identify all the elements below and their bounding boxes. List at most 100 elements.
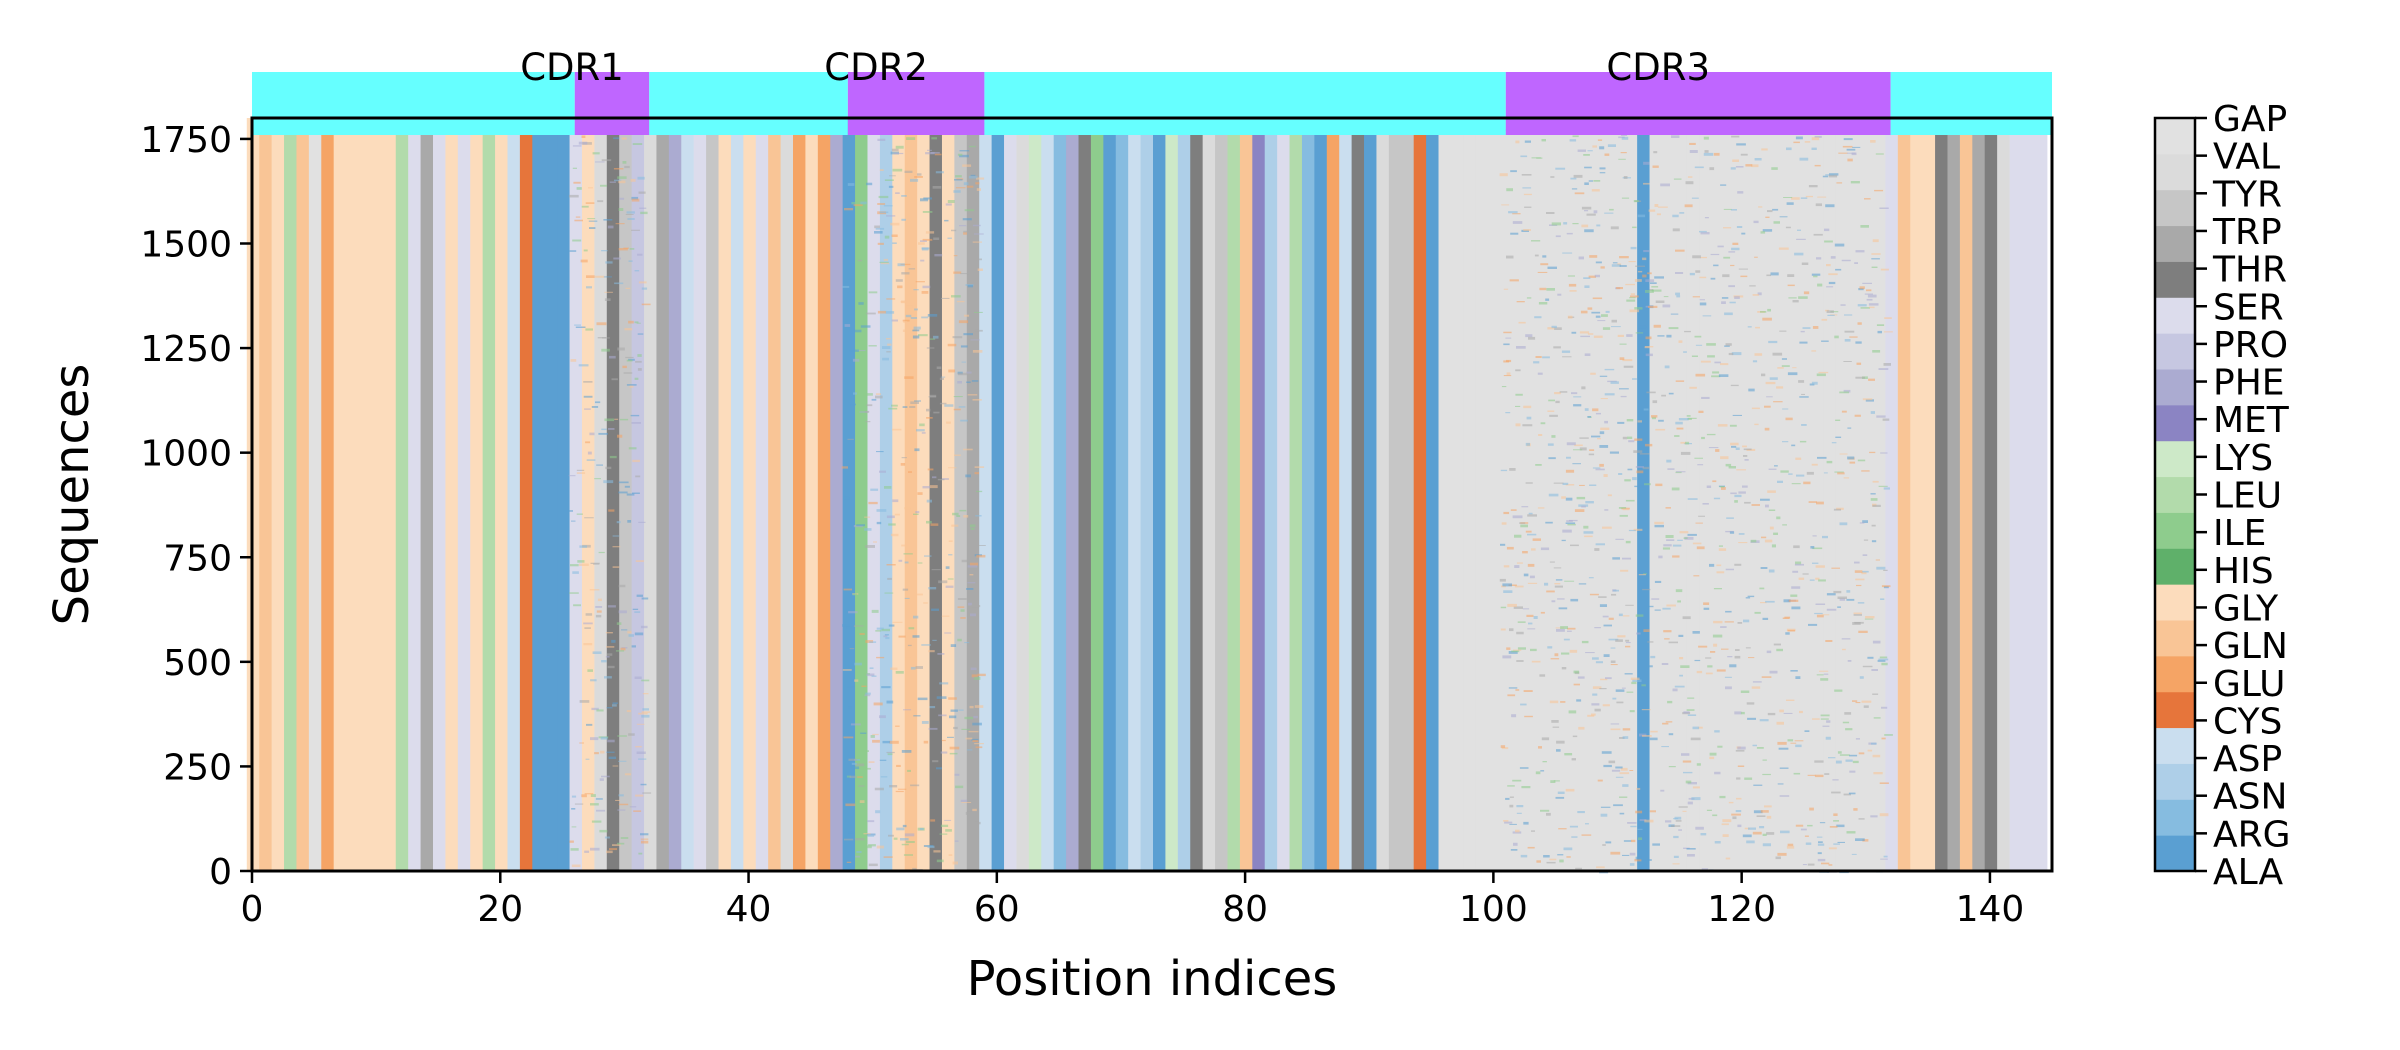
heatmap-column: [1004, 118, 1017, 871]
variation-speckle: [1817, 674, 1824, 675]
variation-speckle: [1762, 318, 1772, 321]
variation-speckle: [1512, 780, 1521, 782]
variation-speckle: [1585, 408, 1589, 411]
variation-speckle: [601, 250, 608, 251]
variation-speckle: [1828, 273, 1837, 275]
variation-speckle: [1650, 810, 1656, 812]
variation-speckle: [966, 588, 973, 590]
variation-speckle: [1510, 170, 1517, 172]
variation-speckle: [888, 753, 893, 755]
variation-speckle: [1687, 709, 1695, 711]
variation-speckle: [582, 136, 586, 139]
variation-speckle: [1738, 622, 1743, 624]
variation-speckle: [571, 848, 579, 851]
variation-speckle: [1814, 760, 1823, 762]
variation-speckle: [924, 555, 932, 556]
variation-speckle: [861, 325, 871, 327]
variation-speckle: [1671, 314, 1679, 315]
variation-speckle: [1801, 424, 1807, 426]
variation-speckle: [1589, 454, 1594, 456]
variation-speckle: [1812, 148, 1817, 150]
variation-speckle: [1813, 326, 1819, 329]
variation-speckle: [904, 507, 910, 509]
variation-speckle: [1738, 766, 1744, 768]
variation-speckle: [1880, 813, 1889, 816]
variation-speckle: [1831, 792, 1841, 794]
variation-speckle: [1840, 454, 1848, 455]
variation-speckle: [1710, 753, 1717, 756]
variation-speckle: [1567, 442, 1576, 445]
heatmap-column: [1439, 118, 1452, 871]
variation-speckle: [1849, 793, 1856, 795]
variation-speckle: [1627, 437, 1632, 439]
variation-speckle: [1803, 327, 1811, 329]
variation-speckle: [1608, 494, 1612, 496]
variation-speckle: [1821, 863, 1829, 865]
variation-speckle: [1724, 209, 1732, 210]
variation-speckle: [1719, 374, 1729, 377]
variation-speckle: [1878, 659, 1888, 661]
variation-speckle: [1869, 452, 1875, 453]
variation-speckle: [1555, 586, 1563, 588]
variation-speckle: [1589, 577, 1594, 578]
variation-speckle: [941, 377, 945, 378]
variation-speckle: [1558, 828, 1566, 829]
variation-speckle: [1636, 332, 1643, 333]
variation-speckle: [635, 361, 642, 363]
heatmap-column: [458, 118, 471, 871]
variation-speckle: [1599, 445, 1608, 448]
colorbar-segment: [2155, 333, 2195, 369]
variation-speckle: [1510, 233, 1518, 235]
variation-speckle: [1855, 415, 1861, 417]
heatmap-column: [1401, 118, 1414, 871]
variation-speckle: [1539, 674, 1545, 676]
variation-speckle: [1853, 808, 1857, 811]
variation-speckle: [1583, 526, 1588, 529]
variation-speckle: [855, 764, 864, 767]
variation-speckle: [1589, 449, 1594, 451]
variation-speckle: [1567, 524, 1575, 526]
variation-speckle: [1625, 605, 1634, 606]
colorbar-label: ARG: [2213, 814, 2291, 855]
variation-speckle: [886, 215, 895, 216]
variation-speckle: [1695, 270, 1700, 273]
variation-speckle: [1801, 197, 1808, 199]
variation-speckle: [1598, 780, 1603, 782]
heatmap-column: [1836, 118, 1849, 871]
variation-speckle: [1667, 701, 1672, 703]
variation-speckle: [1515, 369, 1520, 371]
variation-speckle: [1657, 213, 1661, 215]
variation-speckle: [596, 465, 603, 466]
variation-speckle: [595, 276, 605, 278]
variation-speckle: [1846, 590, 1850, 593]
variation-speckle: [937, 653, 944, 655]
variation-speckle: [605, 467, 611, 469]
variation-speckle: [1625, 640, 1629, 642]
variation-speckle: [1643, 162, 1649, 165]
variation-speckle: [1701, 833, 1707, 835]
heatmap-column: [743, 118, 756, 871]
variation-speckle: [1707, 486, 1711, 489]
variation-speckle: [883, 741, 891, 743]
variation-speckle: [1730, 265, 1734, 266]
variation-speckle: [842, 466, 848, 468]
variation-speckle: [967, 749, 972, 750]
heatmap-column: [1054, 118, 1067, 871]
variation-speckle: [641, 680, 649, 682]
variation-speckle: [1600, 172, 1606, 173]
variation-speckle: [1554, 567, 1562, 568]
variation-speckle: [1795, 740, 1804, 741]
variation-speckle: [1522, 187, 1531, 188]
variation-speckle: [624, 166, 629, 168]
variation-speckle: [1730, 443, 1739, 446]
variation-speckle: [1748, 828, 1756, 830]
colorbar-segment: [2155, 799, 2195, 835]
variation-speckle: [1593, 180, 1600, 182]
variation-speckle: [1540, 263, 1548, 265]
variation-speckle: [1763, 618, 1769, 620]
variation-speckle: [906, 137, 915, 140]
variation-speckle: [1635, 811, 1642, 814]
variation-speckle: [584, 627, 591, 629]
variation-speckle: [1763, 760, 1767, 761]
variation-speckle: [608, 226, 614, 229]
